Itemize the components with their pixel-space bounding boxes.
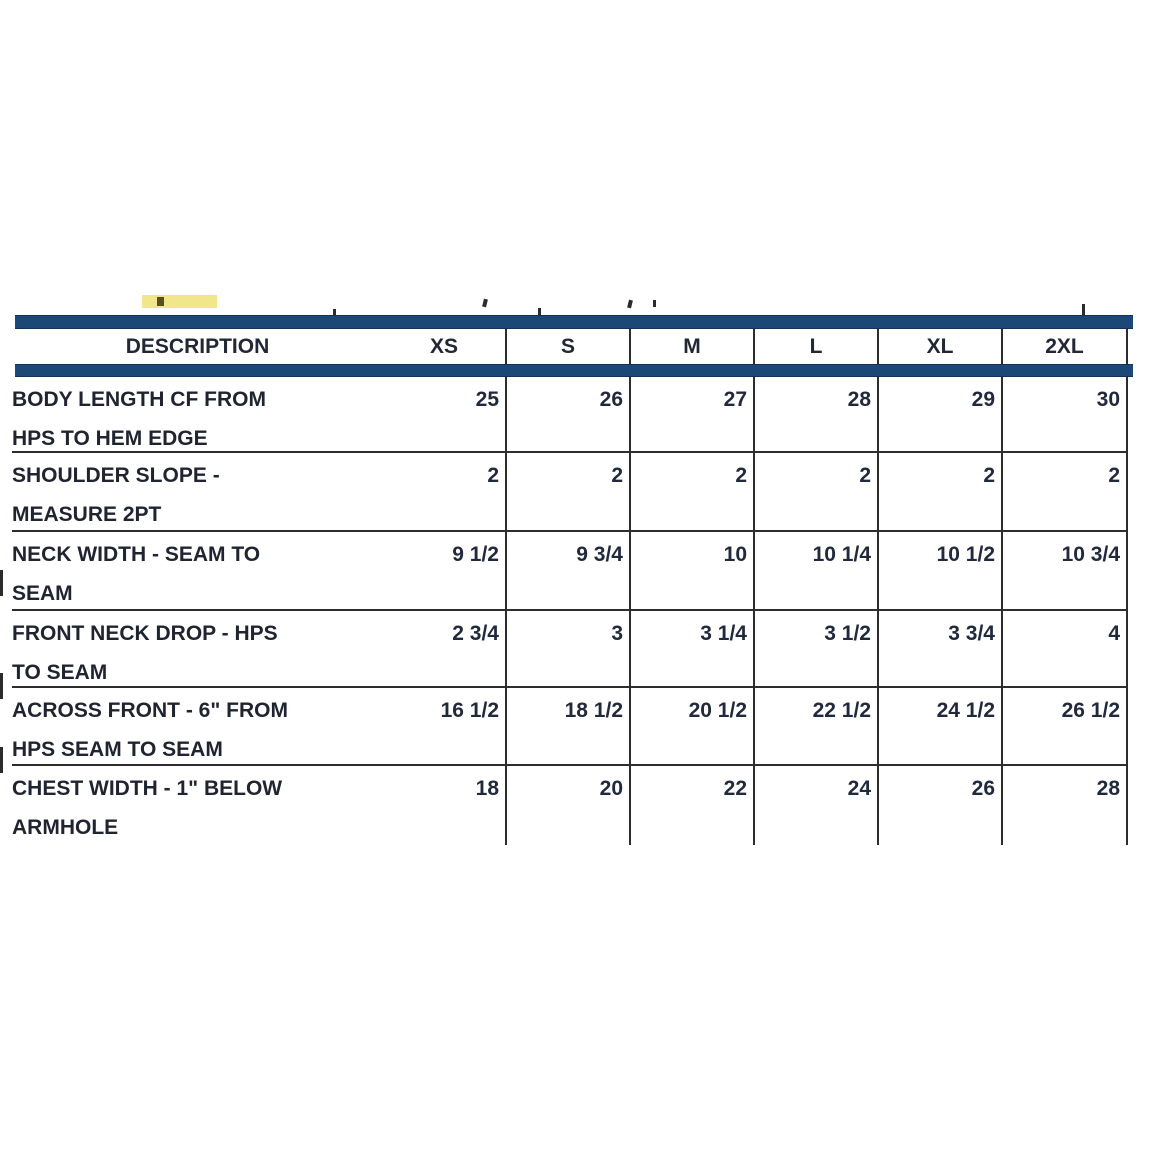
row-label-line1: NECK WIDTH - SEAM TO	[12, 543, 261, 566]
cell-value-xs: 9 1/2	[383, 532, 507, 609]
row-label: ACROSS FRONT - 6" FROM HPS SEAM TO SEAM	[12, 688, 383, 764]
table-header-row: DESCRIPTION XS S M L XL 2XL	[12, 329, 1128, 364]
column-header-xl: XL	[879, 329, 1003, 364]
table-row-shoulder-slope: SHOULDER SLOPE - MEASURE 2PT 2 2 2 2 2 2	[12, 453, 1128, 532]
row-label-line2: HPS SEAM TO SEAM	[12, 738, 223, 761]
cell-value-l: 3 1/2	[755, 611, 879, 686]
crop-artifact-apostrophe	[627, 299, 633, 309]
row-label-line1: FRONT NECK DROP - HPS	[12, 622, 278, 645]
cell-value-m: 10	[631, 532, 755, 609]
crop-artifact-tick	[538, 308, 541, 317]
column-header-2xl: 2XL	[1003, 329, 1128, 364]
cell-value-2xl: 2	[1003, 453, 1128, 530]
column-header-description: DESCRIPTION	[125, 335, 270, 358]
cell-value-l: 2	[755, 453, 879, 530]
column-header-xs: XS	[383, 329, 507, 364]
cell-value-xs: 2 3/4	[383, 611, 507, 686]
cell-value-l: 24	[755, 766, 879, 845]
table-row-front-neck-drop: FRONT NECK DROP - HPS TO SEAM 2 3/4 3 3 …	[12, 611, 1128, 688]
cell-value-s: 26	[507, 377, 631, 451]
row-label-line1: CHEST WIDTH - 1" BELOW	[12, 777, 283, 800]
crop-artifact-dot	[653, 300, 656, 307]
cell-value-s: 20	[507, 766, 631, 845]
cell-value-s: 9 3/4	[507, 532, 631, 609]
cell-value-2xl: 30	[1003, 377, 1128, 451]
cell-value-xs: 25	[383, 377, 507, 451]
crop-artifact-tick	[1082, 304, 1085, 316]
row-label: BODY LENGTH CF FROM HPS TO HEM EDGE	[12, 377, 383, 451]
header-divider-bar	[15, 364, 1133, 377]
cell-value-xl: 3 3/4	[879, 611, 1003, 686]
row-label: FRONT NECK DROP - HPS TO SEAM	[12, 611, 383, 686]
highlight-cursor-mark	[157, 297, 164, 306]
cell-value-xs: 2	[383, 453, 507, 530]
cell-value-2xl: 26 1/2	[1003, 688, 1128, 764]
row-label-line2: TO SEAM	[12, 661, 108, 684]
cell-value-m: 27	[631, 377, 755, 451]
cell-value-l: 10 1/4	[755, 532, 879, 609]
cell-value-xl: 10 1/2	[879, 532, 1003, 609]
cell-value-xl: 26	[879, 766, 1003, 845]
cell-value-m: 3 1/4	[631, 611, 755, 686]
cell-value-m: 20 1/2	[631, 688, 755, 764]
top-divider-bar	[15, 315, 1133, 329]
table-row-chest-width: CHEST WIDTH - 1" BELOW ARMHOLE 18 20 22 …	[12, 766, 1128, 845]
cell-value-2xl: 4	[1003, 611, 1128, 686]
crop-artifact-left-nub	[0, 673, 3, 699]
row-label-line1: BODY LENGTH CF FROM	[12, 388, 266, 411]
cell-value-2xl: 10 3/4	[1003, 532, 1128, 609]
table-body: BODY LENGTH CF FROM HPS TO HEM EDGE 25 2…	[12, 377, 1128, 845]
yellow-highlight-mark	[142, 295, 217, 308]
row-label-line2: ARMHOLE	[12, 816, 119, 839]
cell-value-xs: 18	[383, 766, 507, 845]
row-label: SHOULDER SLOPE - MEASURE 2PT	[12, 453, 383, 530]
table-row-neck-width: NECK WIDTH - SEAM TO SEAM 9 1/2 9 3/4 10…	[12, 532, 1128, 611]
cell-value-xl: 29	[879, 377, 1003, 451]
row-label-line2: SEAM	[12, 582, 73, 605]
cell-value-xl: 2	[879, 453, 1003, 530]
table-row-body-length: BODY LENGTH CF FROM HPS TO HEM EDGE 25 2…	[12, 377, 1128, 453]
cell-value-m: 22	[631, 766, 755, 845]
cell-value-l: 22 1/2	[755, 688, 879, 764]
cell-value-xs: 16 1/2	[383, 688, 507, 764]
row-label-line1: ACROSS FRONT - 6" FROM	[12, 699, 288, 722]
cell-value-m: 2	[631, 453, 755, 530]
cell-value-s: 2	[507, 453, 631, 530]
crop-artifact-tick	[333, 309, 336, 318]
column-header-m: M	[631, 329, 755, 364]
row-label-line2: MEASURE 2PT	[12, 503, 162, 526]
row-label: CHEST WIDTH - 1" BELOW ARMHOLE	[12, 766, 383, 845]
crop-artifact-left-nub	[0, 570, 3, 596]
crop-artifact-apostrophe	[482, 298, 488, 308]
cell-value-s: 18 1/2	[507, 688, 631, 764]
row-label-line1: SHOULDER SLOPE -	[12, 464, 220, 487]
column-header-l: L	[755, 329, 879, 364]
row-label: NECK WIDTH - SEAM TO SEAM	[12, 532, 383, 609]
cell-value-l: 28	[755, 377, 879, 451]
column-header-s: S	[507, 329, 631, 364]
cell-value-s: 3	[507, 611, 631, 686]
cell-value-2xl: 28	[1003, 766, 1128, 845]
row-label-line2: HPS TO HEM EDGE	[12, 427, 208, 450]
table-row-across-front: ACROSS FRONT - 6" FROM HPS SEAM TO SEAM …	[12, 688, 1128, 766]
crop-artifact-left-nub	[0, 747, 3, 773]
cell-value-xl: 24 1/2	[879, 688, 1003, 764]
